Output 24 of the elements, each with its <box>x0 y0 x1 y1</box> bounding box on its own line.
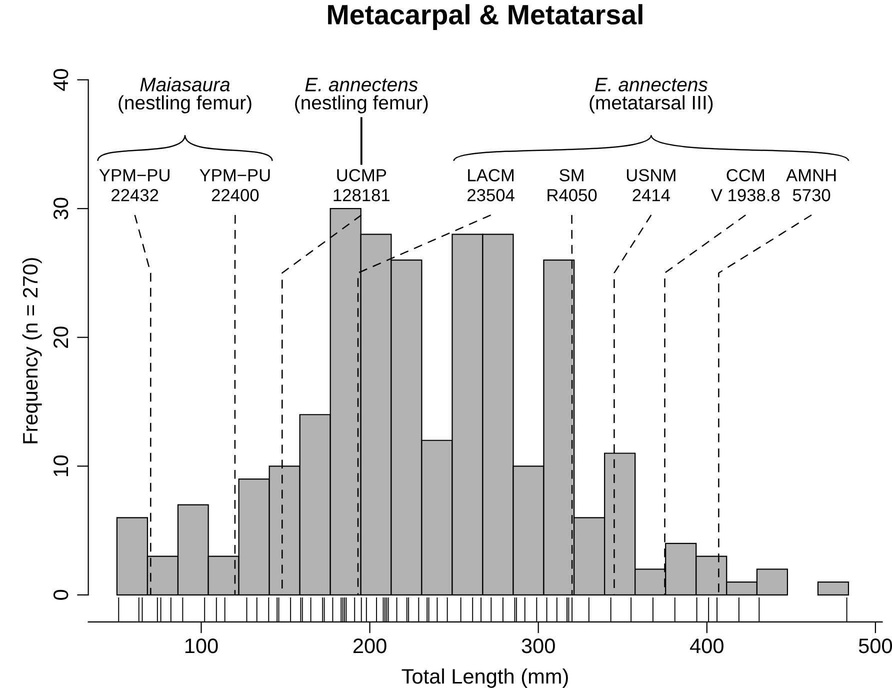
chart-title: Metacarpal & Metatarsal <box>328 4 642 30</box>
x-axis-title: Total Length (mm) <box>402 668 568 688</box>
annotation: E. annectens (nestling femur) <box>295 78 428 114</box>
ref-line-label: UCMP 128181 <box>334 169 390 202</box>
ref-line-label: YPM−PU 22400 <box>200 169 270 202</box>
annotation: Maiasaura (nestling femur) <box>118 77 252 114</box>
y-tick-label: 20 <box>53 326 68 348</box>
x-tick-label: 100 <box>185 638 218 654</box>
y-axis-title: Frequency (n = 270) <box>22 258 42 444</box>
ref-line-label: LACM 23504 <box>468 169 514 202</box>
x-tick-label: 300 <box>522 638 555 654</box>
x-tick-label: 200 <box>353 638 386 654</box>
y-tick-label: 10 <box>53 455 68 476</box>
ref-line-label: YPM−PU 22432 <box>99 169 170 202</box>
ref-line-label: USNM 2414 <box>626 169 676 202</box>
y-tick-label: 40 <box>53 69 68 91</box>
y-tick-label: 30 <box>53 198 68 220</box>
y-tick-label: 0 <box>53 590 68 600</box>
x-tick-label: 500 <box>858 638 892 654</box>
ref-line-label: SM R4050 <box>548 169 597 202</box>
ref-line-label: CCM V 1938.8 <box>710 169 780 202</box>
x-tick-label: 400 <box>690 638 724 654</box>
annotation: E. annectens (metatarsal III) <box>590 78 713 114</box>
ref-line-label: AMNH 5730 <box>786 169 836 202</box>
